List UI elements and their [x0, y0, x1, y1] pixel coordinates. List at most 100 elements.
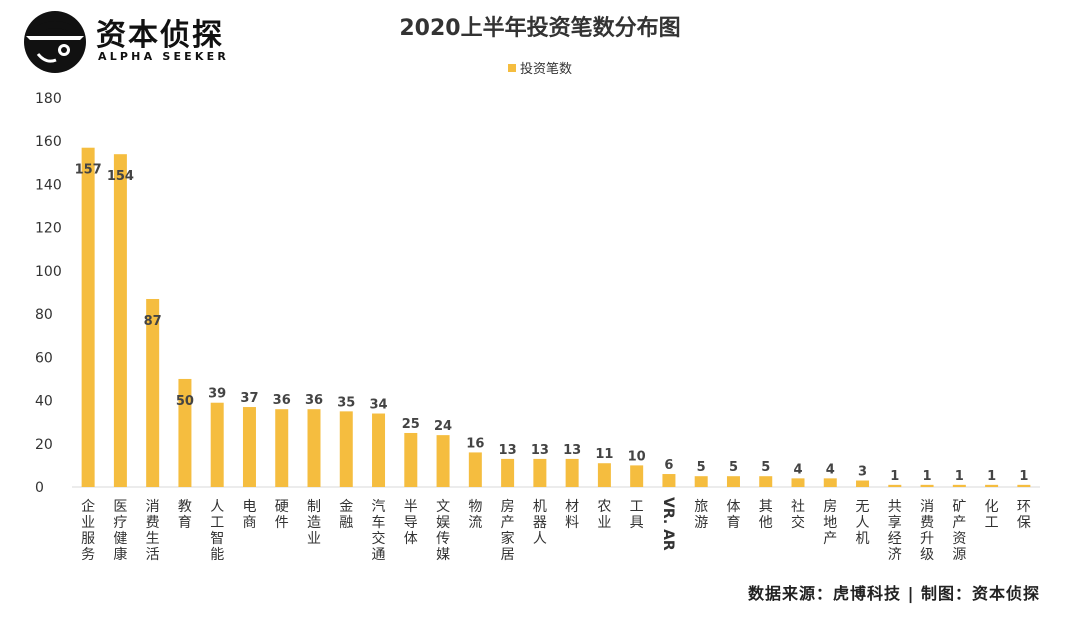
bar: [178, 378, 192, 487]
y-tick-label: 20: [35, 437, 53, 453]
category-label: 环保: [1017, 499, 1031, 531]
bar: [920, 484, 934, 487]
category-label: 农业: [597, 499, 611, 531]
category-label: 体育: [726, 499, 740, 531]
data-label: 13: [499, 443, 517, 458]
brand-tagline: ALPHA SEEKER: [98, 50, 229, 63]
category-label: 社交: [791, 499, 805, 531]
y-tick-label: 60: [35, 350, 53, 366]
data-label: 6: [664, 458, 673, 473]
y-tick-label: 120: [35, 221, 62, 237]
y-tick-label: 40: [35, 394, 53, 410]
chart-title: 2020上半年投资笔数分布图: [399, 16, 681, 41]
category-label: 机器人: [533, 499, 547, 547]
category-label: 教育: [178, 499, 192, 531]
bar: [468, 452, 482, 487]
category-label: 汽车交通: [372, 499, 386, 563]
data-label: 13: [531, 443, 549, 458]
data-label: 37: [240, 391, 258, 406]
category-label: 房产家居: [501, 499, 515, 563]
category-label: 人工智能: [210, 499, 224, 563]
legend-swatch: [507, 64, 516, 72]
bar: [791, 478, 805, 487]
data-label: 1: [1019, 469, 1028, 484]
data-source-note: 数据来源：虎博科技 | 制图：资本侦探: [748, 584, 1040, 603]
legend-label: 投资笔数: [519, 62, 572, 77]
bar: [630, 465, 644, 487]
category-label: VR. AR: [660, 497, 676, 551]
category-label: 旅游: [694, 499, 708, 531]
bar: [726, 476, 740, 487]
detective-logo-icon: [24, 11, 86, 73]
bar: [597, 463, 611, 487]
data-label: 36: [305, 393, 323, 408]
data-label: 1: [923, 469, 932, 484]
category-label: 金融: [339, 499, 353, 531]
data-label: 4: [826, 462, 835, 477]
bar: [662, 474, 676, 487]
bar: [694, 476, 708, 487]
category-label: 物流: [468, 499, 482, 531]
bar: [952, 484, 966, 487]
data-label: 24: [434, 419, 452, 434]
category-label: 半导体: [404, 499, 418, 547]
data-label: 1: [955, 469, 964, 484]
bar: [146, 298, 160, 487]
data-label: 35: [337, 395, 355, 410]
bar: [1017, 484, 1031, 487]
category-label: 制造业: [307, 499, 321, 547]
data-label: 13: [563, 443, 581, 458]
data-label: 4: [793, 462, 802, 477]
data-label: 157: [75, 163, 102, 178]
category-label: 电商: [242, 499, 256, 531]
data-label: 16: [466, 436, 484, 451]
data-label: 39: [208, 387, 226, 402]
y-tick-label: 180: [35, 91, 62, 107]
category-label: 医疗健康: [113, 499, 127, 563]
brand-logo: 资本侦探 ALPHA SEEKER: [20, 6, 260, 76]
data-label: 10: [628, 449, 646, 464]
bar: [81, 147, 95, 487]
y-tick-label: 160: [35, 134, 62, 150]
y-tick-label: 0: [35, 480, 44, 496]
data-label: 25: [402, 417, 420, 432]
bar: [113, 154, 127, 487]
bar: [533, 458, 547, 487]
bar: [501, 458, 515, 487]
data-label: 1: [987, 469, 996, 484]
category-label: 无人机: [856, 499, 870, 547]
chart-legend: 投资笔数: [0, 58, 1080, 77]
bar: [242, 407, 256, 487]
bar: [888, 484, 902, 487]
y-tick-label: 80: [35, 307, 53, 323]
bar: [275, 409, 289, 487]
category-label: 材料: [565, 499, 579, 531]
category-label: 房地产: [823, 499, 837, 547]
data-label: 87: [144, 314, 162, 329]
bar: [759, 476, 773, 487]
category-label: 文娱传媒: [436, 499, 450, 563]
data-label: 11: [595, 447, 613, 462]
bar: [856, 480, 870, 487]
category-label: 共享经济: [888, 499, 902, 563]
bar: [307, 409, 321, 487]
data-label: 5: [697, 460, 706, 475]
y-tick-label: 100: [35, 264, 62, 280]
category-label: 工具: [630, 499, 644, 531]
data-label: 50: [176, 394, 194, 409]
bar: [565, 458, 579, 487]
category-label: 化工: [985, 499, 999, 531]
data-label: 5: [761, 460, 770, 475]
category-label: 矿产资源: [952, 499, 966, 563]
data-label: 1: [890, 469, 899, 484]
bar: [985, 484, 999, 487]
data-label: 5: [729, 460, 738, 475]
data-label: 154: [107, 169, 134, 184]
bar: [436, 435, 450, 487]
category-label: 其他: [759, 499, 773, 531]
bar: [210, 402, 224, 487]
data-label: 34: [369, 398, 387, 413]
category-label: 硬件: [275, 499, 289, 531]
bar: [339, 411, 353, 487]
